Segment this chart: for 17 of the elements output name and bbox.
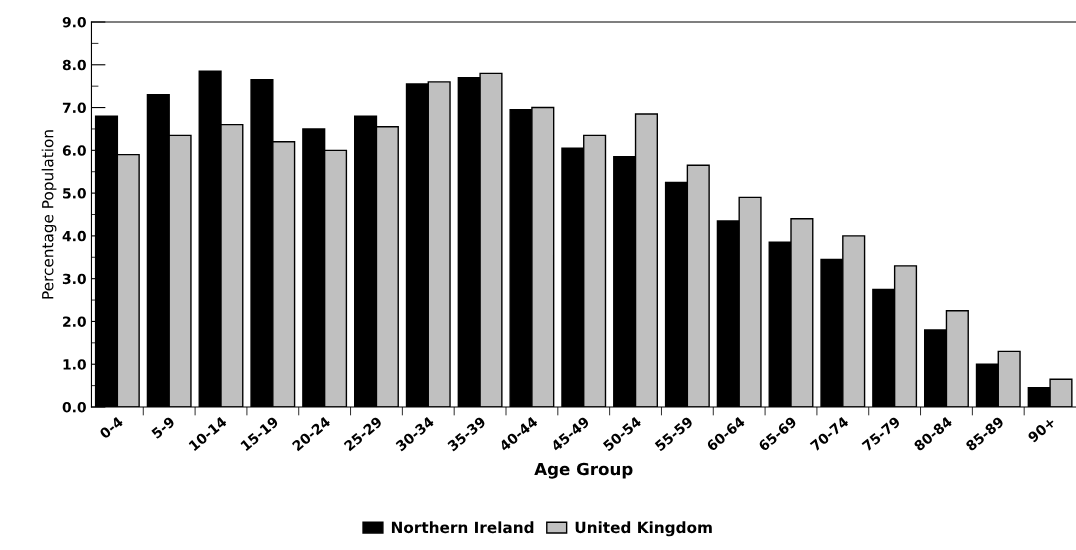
- y-tick-label: 3.0: [62, 273, 86, 285]
- y-tick-label: 2.0: [63, 316, 86, 327]
- legend-label: United Kingdom: [575, 521, 712, 537]
- x-tick-label: 5-9: [150, 416, 176, 440]
- y-tick-label: 4.0: [62, 230, 86, 242]
- y-tick-label: 8.0: [62, 59, 86, 71]
- x-axis-title: Age Group: [534, 462, 633, 479]
- y-tick-label: 6.0: [62, 145, 86, 156]
- y-axis-title: Percentage Population: [41, 130, 57, 299]
- legend-label: Northern Ireland: [391, 521, 534, 534]
- y-tick-label: 0.0: [62, 401, 86, 413]
- y-tick-label: 7.0: [62, 102, 86, 114]
- x-tick-label: 90+: [1027, 416, 1056, 444]
- x-tick-label: 0-4: [98, 415, 124, 440]
- y-tick-label: 1.0: [63, 359, 86, 370]
- y-tick-label: 5.0: [63, 188, 86, 199]
- y-tick-label: 9.0: [62, 16, 86, 28]
